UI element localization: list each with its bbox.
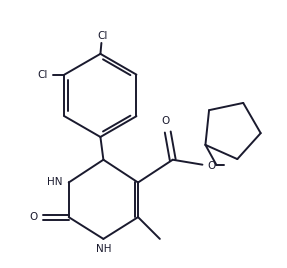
Text: Cl: Cl — [37, 70, 48, 80]
Text: O: O — [29, 212, 37, 222]
Text: Cl: Cl — [97, 31, 108, 41]
Text: NH: NH — [96, 244, 111, 254]
Text: HN: HN — [47, 177, 63, 188]
Text: O: O — [207, 161, 216, 171]
Text: O: O — [162, 116, 170, 126]
